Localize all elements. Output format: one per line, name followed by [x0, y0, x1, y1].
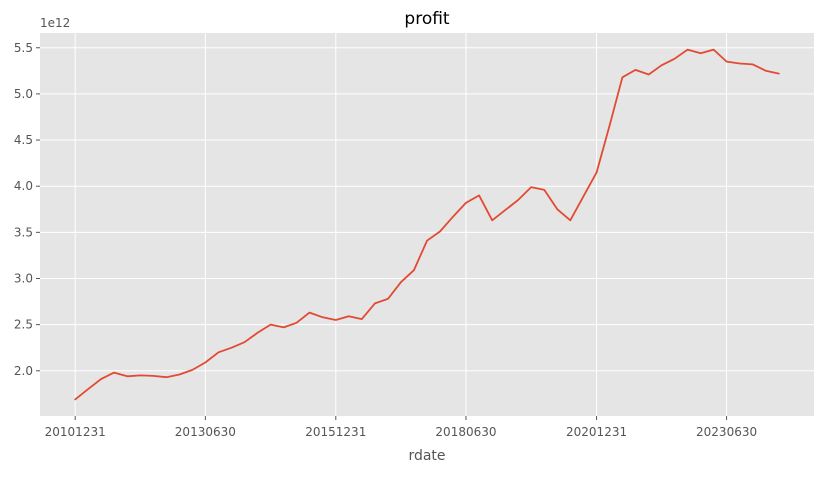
x-axis-label: rdate	[408, 448, 445, 464]
y-tick-label: 2.0	[14, 364, 33, 378]
y-tick-label: 4.0	[14, 179, 33, 193]
plot-area	[40, 33, 814, 416]
y-offset-label: 1e12	[40, 16, 70, 30]
y-tick-label: 4.5	[14, 133, 33, 147]
x-tick-label: 20180630	[435, 425, 496, 439]
y-axis-ticks: 2.0 2.5 3.0 3.5 4.0 4.5 5.0 5.5	[14, 41, 40, 378]
series-layer	[74, 48, 780, 401]
x-tick-label: 20151231	[305, 425, 366, 439]
x-tick-label: 20230630	[696, 425, 757, 439]
x-tick-label: 20201231	[566, 425, 627, 439]
profit-series-line	[74, 48, 780, 401]
chart-title: profit	[404, 9, 450, 29]
y-tick-label: 5.0	[14, 87, 33, 101]
y-tick-label: 2.5	[14, 318, 33, 332]
y-tick-label: 3.0	[14, 271, 33, 285]
y-tick-label: 5.5	[14, 41, 33, 55]
y-tick-label: 3.5	[14, 225, 33, 239]
x-tick-label: 20130630	[175, 425, 236, 439]
x-tick-label: 20101231	[45, 425, 106, 439]
grid	[40, 33, 814, 416]
x-axis-ticks: 20101231 20130630 20151231 20180630 20201231…	[45, 416, 757, 439]
